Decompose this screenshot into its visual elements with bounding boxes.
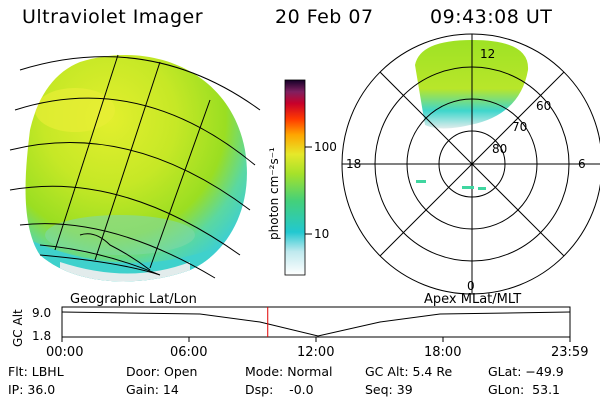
time-tick-1800: 18:00 [424,345,462,360]
polar-plot [341,33,600,295]
image-time: 09:43:08 UT [430,6,553,28]
app-title: Ultraviolet Imager [22,6,204,28]
altitude-tick-high: 9.0 [32,306,51,320]
status-seq: Seq: 39 [365,382,413,397]
status-dsp: Dsp: -0.0 [245,382,314,397]
status-mode: Mode: Normal [245,364,333,379]
mlat-label-60: 60 [536,99,551,113]
mlt-label-0: 0 [467,279,475,293]
colorbar-label: photon cm⁻²s⁻¹ [267,147,281,240]
time-tick-0600: 06:00 [170,345,208,360]
time-tick-0000: 00:00 [46,345,84,360]
geographic-label: Geographic Lat/Lon [70,292,197,307]
status-gc-alt: GC Alt: 5.4 Re [365,364,453,379]
geographic-image [9,54,261,282]
status-ip: IP: 36.0 [8,382,56,397]
mlat-label-80: 80 [492,142,507,156]
time-tick-1200: 12:00 [297,345,335,360]
apex-label: Apex MLat/MLT [424,292,522,307]
status-glon: GLon: 53.1 [488,382,560,397]
status-glat: GLat: −49.9 [488,364,564,379]
mlt-label-18: 18 [346,157,361,171]
mlt-label-6: 6 [578,157,586,171]
mlat-label-70: 70 [512,120,527,134]
image-date: 20 Feb 07 [275,6,374,28]
status-door: Door: Open [126,364,198,379]
mlt-label-12: 12 [480,47,495,61]
altitude-tick-low: 1.8 [32,329,51,343]
status-flt: Flt: LBHL [8,364,64,379]
colorbar [284,79,312,276]
colorbar-tick-100: 100 [314,140,337,154]
time-tick-2359: 23:59 [551,345,589,360]
altitude-plot [61,306,571,342]
status-gain: Gain: 14 [126,382,179,397]
altitude-axis-label: GC Alt [11,309,25,347]
colorbar-tick-10: 10 [314,227,329,241]
